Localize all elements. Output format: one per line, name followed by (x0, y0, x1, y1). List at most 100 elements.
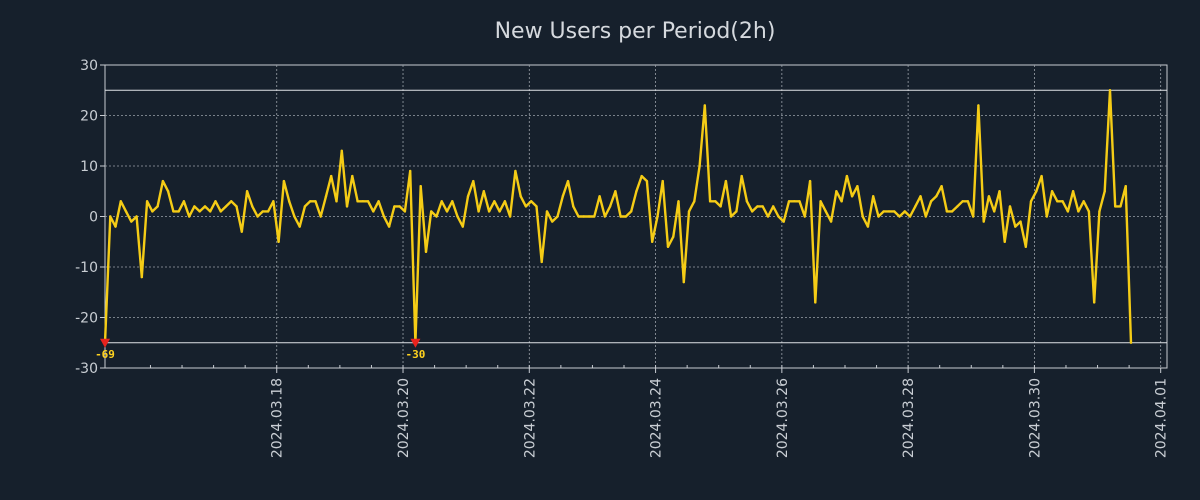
data-point (635, 190, 638, 193)
annotation-label: -69 (95, 348, 115, 361)
data-point (1035, 190, 1038, 193)
data-point (898, 215, 901, 218)
data-point (514, 169, 517, 173)
x-axis: 2024.03.18 2024.03.20 2024.03.22 2024.03.24… (149, 365, 1170, 458)
min-marker (410, 338, 421, 348)
data-point (482, 190, 486, 193)
data-point (724, 179, 728, 183)
data-point (203, 205, 207, 208)
data-point (130, 220, 133, 223)
data-point (661, 179, 664, 183)
data-point (998, 190, 1001, 193)
data-point (566, 179, 570, 183)
data-point (729, 215, 733, 218)
data-point (519, 195, 522, 198)
data-point (772, 205, 775, 208)
data-point (524, 205, 528, 208)
data-point (508, 215, 512, 218)
data-point (666, 245, 670, 248)
data-point (366, 200, 370, 203)
data-point (1114, 205, 1117, 208)
data-point (935, 195, 938, 198)
data-point (608, 205, 612, 208)
data-point (445, 210, 449, 213)
x-tick-label: 2024.03.22 (522, 378, 538, 458)
data-point (777, 215, 780, 218)
y-tick-label: 30 (80, 58, 98, 74)
y-tick-label: 10 (80, 159, 98, 175)
data-point (451, 200, 454, 203)
data-point (140, 275, 144, 279)
data-point (151, 210, 154, 213)
data-point (835, 190, 838, 193)
data-point (393, 205, 396, 208)
data-point (187, 215, 191, 218)
data-point (309, 200, 312, 203)
data-point (703, 104, 707, 107)
data-point (1124, 185, 1127, 188)
data-point (603, 215, 607, 218)
data-point (535, 205, 538, 208)
data-point (893, 210, 896, 213)
data-point (871, 195, 875, 198)
data-point (466, 195, 470, 198)
data-point (556, 215, 559, 218)
data-point (971, 215, 975, 218)
data-point (361, 200, 365, 203)
y-tick-label: 0 (89, 210, 98, 226)
data-point (887, 210, 891, 213)
data-point (330, 174, 333, 178)
data-point (156, 205, 159, 208)
data-point (577, 215, 580, 218)
data-point (856, 185, 859, 188)
data-point (672, 235, 675, 238)
data-point (177, 210, 180, 213)
annotation-label: 223 (1137, 0, 1157, 3)
data-point (235, 205, 238, 208)
data-point (109, 215, 112, 218)
data-point (124, 210, 128, 213)
data-point (240, 230, 244, 233)
x-tick-label: 2024.03.30 (1027, 378, 1043, 458)
data-point (193, 205, 196, 208)
data-point (251, 205, 254, 208)
data-point (456, 215, 459, 218)
data-point (624, 215, 628, 218)
data-point (1014, 225, 1017, 228)
data-point (914, 205, 917, 208)
data-point (645, 179, 649, 183)
data-point (1061, 200, 1064, 203)
data-point (682, 280, 685, 284)
data-point (908, 215, 912, 218)
data-point (614, 190, 617, 193)
data-point (1024, 245, 1027, 248)
data-point (850, 195, 854, 198)
data-point (919, 195, 922, 198)
chart-title: New Users per Period(2h) (495, 19, 776, 44)
data-point (440, 200, 443, 203)
data-point (808, 179, 812, 183)
data-point (961, 200, 964, 203)
data-point (277, 240, 280, 243)
data-point (656, 215, 659, 218)
data-point (750, 210, 754, 213)
data-point (640, 174, 643, 178)
x-tick-label: 2024.04.01 (1154, 378, 1170, 458)
data-point (803, 215, 806, 218)
series-layer (103, 89, 1133, 344)
data-point (1071, 190, 1075, 193)
data-point (824, 210, 828, 213)
data-point (224, 205, 228, 208)
data-point (377, 200, 380, 203)
data-point (993, 210, 996, 213)
data-point (677, 200, 680, 203)
annotations: -69 -30 223 -31 (95, 0, 1183, 361)
data-point (266, 210, 270, 213)
data-point (287, 200, 291, 203)
data-point (1119, 205, 1122, 208)
data-point (861, 215, 864, 218)
data-point (1008, 205, 1012, 208)
data-point (303, 205, 307, 208)
data-point (419, 185, 422, 188)
